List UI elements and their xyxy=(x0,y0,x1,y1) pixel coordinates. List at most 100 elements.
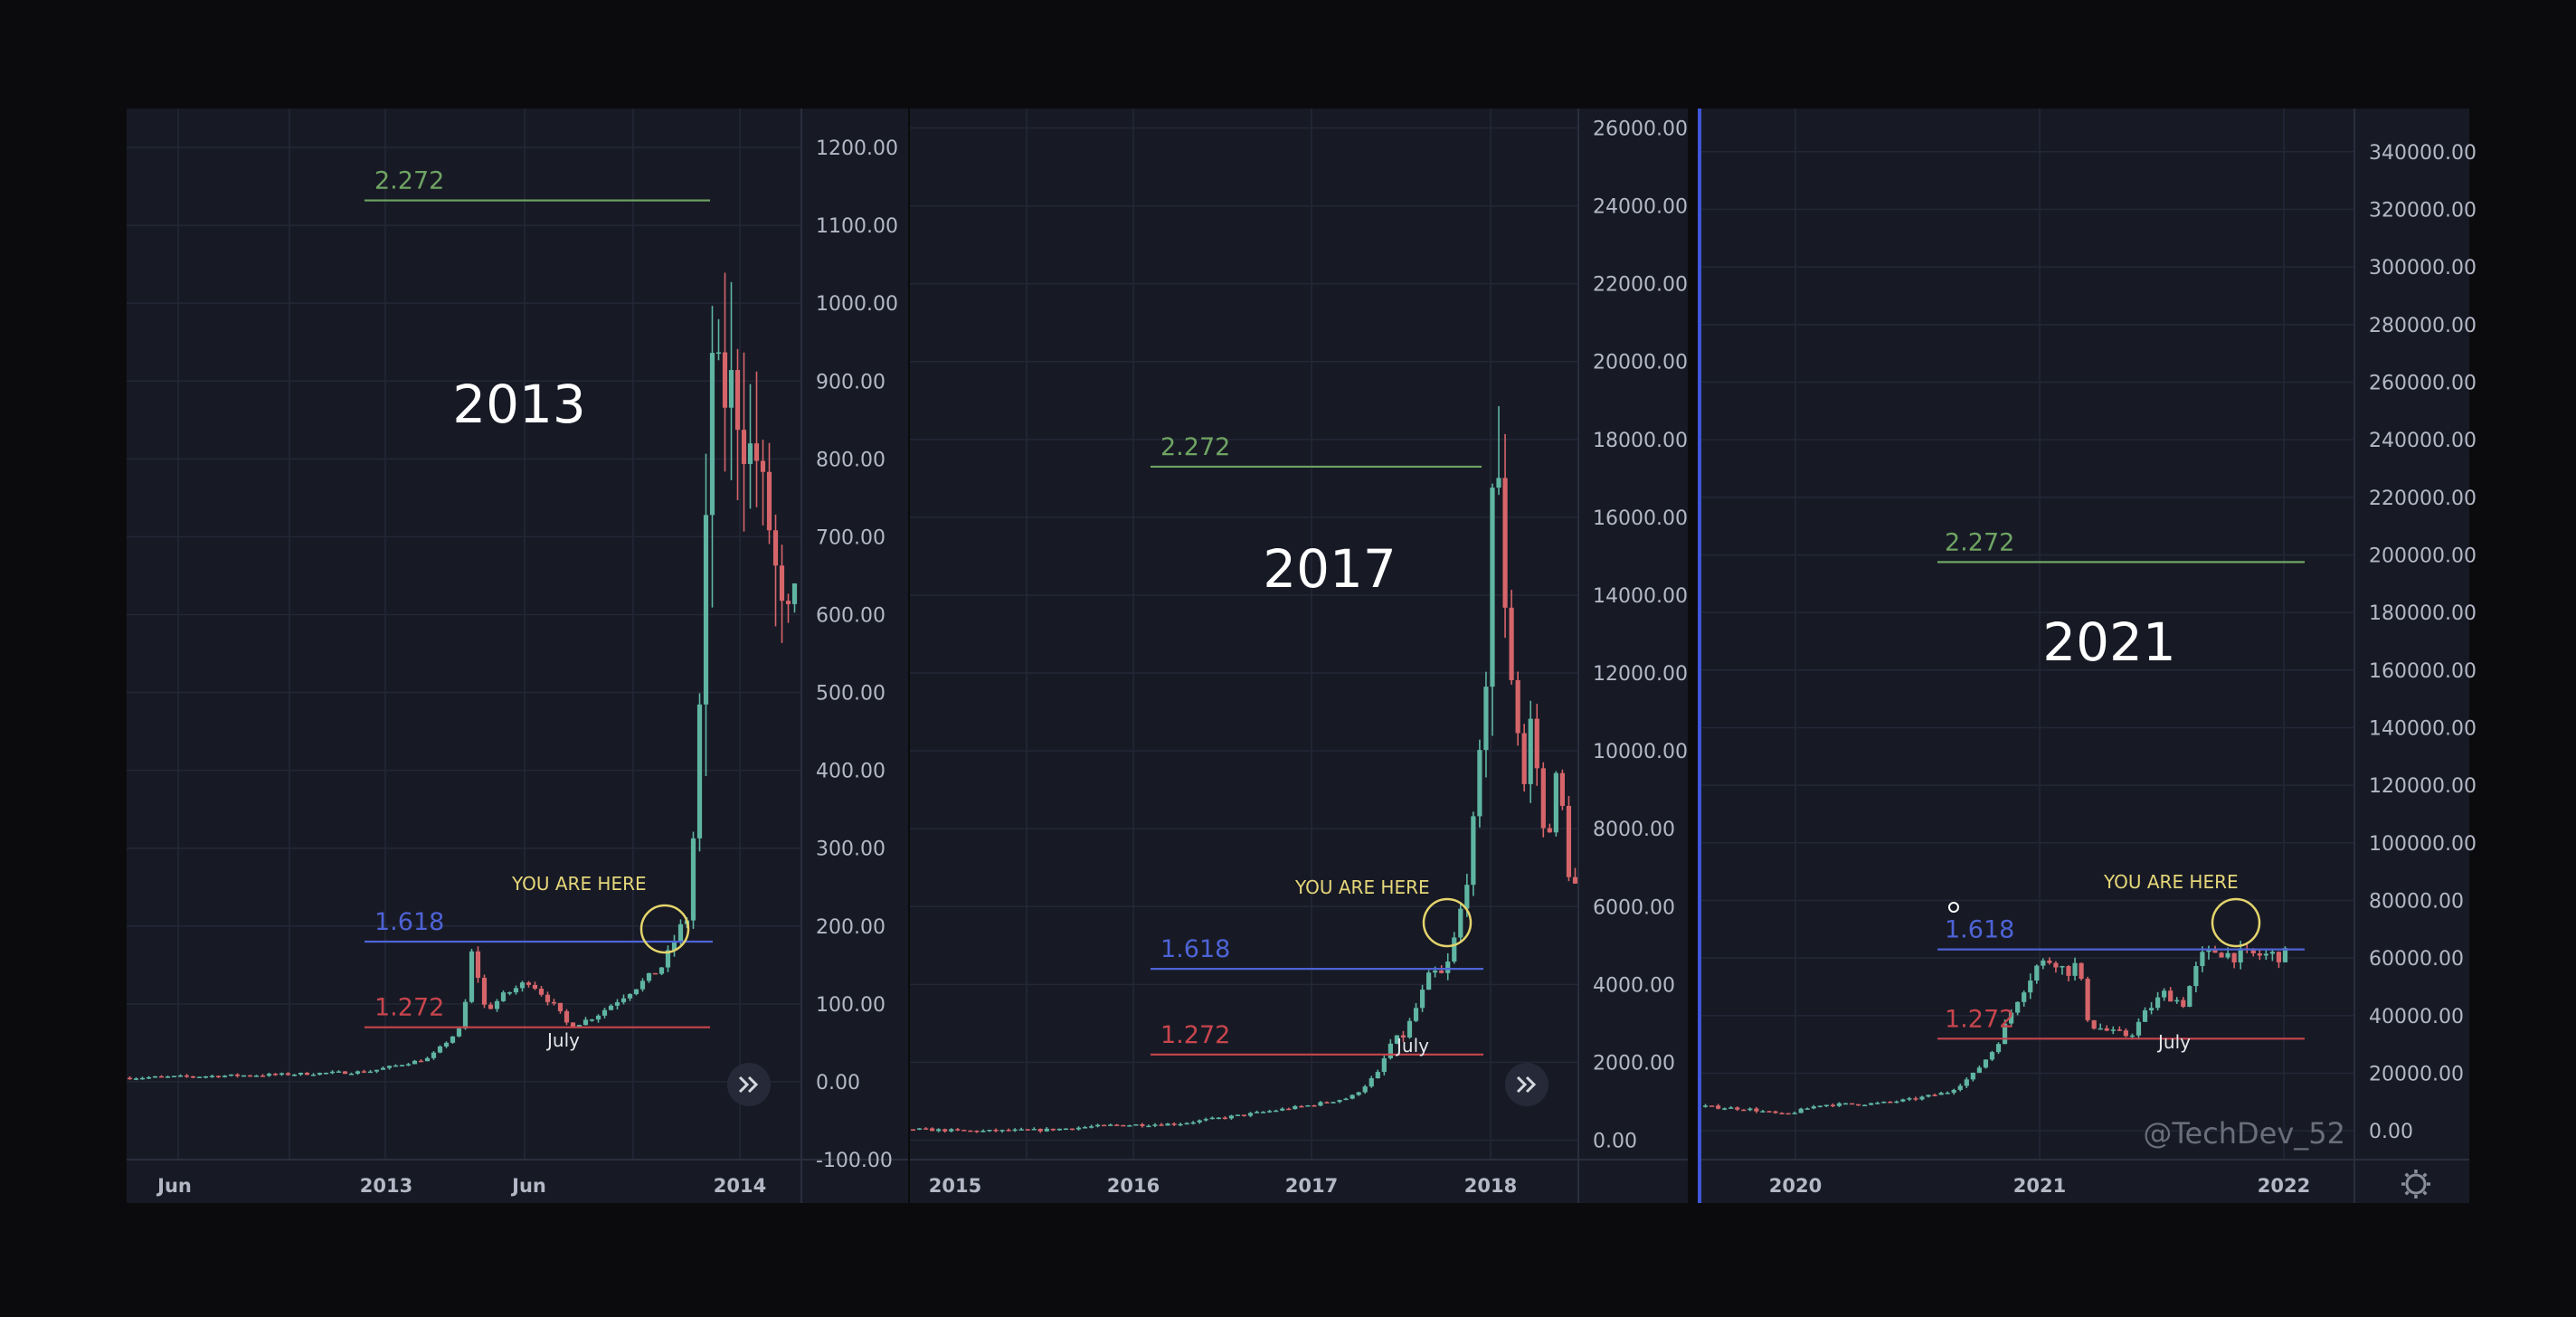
x-tick-label: 2020 xyxy=(1769,1175,1822,1197)
chart-panel-2017[interactable]: 26000.00 24000.00 22000.00 20000.00 18000.00… xyxy=(910,109,1688,1203)
candle-body xyxy=(1875,1103,1880,1104)
candle-body xyxy=(2110,1029,2116,1031)
candle-body xyxy=(1324,1102,1330,1104)
candle-body xyxy=(2047,960,2052,963)
chart-panel-2021[interactable]: 340000.00 320000.00 300000.00 280000.00 2600… xyxy=(1700,109,2477,1203)
year-label: 2017 xyxy=(1263,538,1397,600)
candle-body xyxy=(1088,1126,1094,1128)
candle-body xyxy=(646,972,652,981)
candle-body xyxy=(1419,990,1425,1009)
candle-body xyxy=(1102,1124,1107,1127)
candle-body xyxy=(247,1075,253,1077)
candle-body xyxy=(1050,1128,1056,1131)
fib-label: 1.618 xyxy=(1945,916,2014,944)
candle-body xyxy=(228,1074,234,1076)
candle-body xyxy=(1433,971,1438,973)
candle-body xyxy=(139,1077,146,1080)
y-tick-label: 4000.00 xyxy=(1593,974,1675,997)
candle-body xyxy=(1572,876,1578,884)
candle-body xyxy=(2174,1000,2180,1002)
candle-body xyxy=(545,994,551,1002)
candle-body xyxy=(2022,992,2027,1002)
candle-body xyxy=(1318,1102,1323,1106)
candle-body xyxy=(1515,679,1520,734)
candle-body xyxy=(2238,948,2243,963)
y-tick-label: 140000.00 xyxy=(2369,717,2477,740)
gear-tooth xyxy=(2404,1172,2410,1178)
candle-body xyxy=(1830,1104,1835,1107)
candle-body xyxy=(1957,1085,1963,1090)
candle-body xyxy=(551,1001,557,1004)
y-tick-label: 1000.00 xyxy=(816,293,898,316)
candle-body xyxy=(336,1071,342,1073)
candle-body xyxy=(1913,1098,1918,1100)
candle-body xyxy=(1900,1099,1906,1102)
candle-body xyxy=(500,992,507,1001)
you-are-here-label: YOU ARE HERE xyxy=(2103,871,2239,893)
candle-body xyxy=(1165,1123,1170,1126)
candle-body xyxy=(1114,1124,1120,1126)
candle-body xyxy=(2060,966,2065,968)
candle-body xyxy=(1044,1128,1049,1132)
y-tick-label: -100.00 xyxy=(816,1150,893,1172)
candle-body xyxy=(2015,1001,2021,1013)
y-tick-label: 340000.00 xyxy=(2369,142,2477,165)
you-are-here-label: YOU ARE HERE xyxy=(511,873,647,895)
y-tick-label: 200000.00 xyxy=(2369,545,2477,567)
candle-body xyxy=(2091,1019,2097,1029)
candle-body xyxy=(1894,1101,1899,1104)
candle-body xyxy=(1862,1104,1868,1107)
plot-area[interactable] xyxy=(127,109,908,1203)
candle-body xyxy=(1464,885,1470,909)
fib-label: 1.618 xyxy=(1160,935,1230,963)
y-tick-label: 1100.00 xyxy=(816,215,898,238)
candle-body xyxy=(2269,952,2275,954)
candle-body xyxy=(1127,1125,1132,1127)
candle-body xyxy=(323,1072,329,1075)
plot-area[interactable] xyxy=(1700,109,2469,1203)
candle-body xyxy=(1490,488,1495,687)
plot-area[interactable] xyxy=(910,109,1688,1203)
gear-icon[interactable] xyxy=(2401,1170,2430,1199)
candle-body xyxy=(1178,1123,1183,1126)
gear-tooth xyxy=(2422,1172,2428,1178)
candle-body xyxy=(209,1075,215,1077)
candle-body xyxy=(1792,1113,1797,1114)
candle-body xyxy=(2053,962,2059,968)
candle-body xyxy=(1222,1117,1227,1120)
y-tick-label: 40000.00 xyxy=(2369,1006,2464,1028)
y-tick-label: 160000.00 xyxy=(2369,660,2477,683)
candle-body xyxy=(1413,1008,1419,1021)
candle-body xyxy=(715,352,722,354)
candle-body xyxy=(1439,971,1444,973)
candle-body xyxy=(1082,1127,1088,1129)
scroll-to-latest-button[interactable] xyxy=(727,1063,771,1106)
candle-body xyxy=(475,951,481,979)
candle-body xyxy=(1018,1129,1024,1131)
candle-body xyxy=(1299,1105,1304,1108)
candle-body xyxy=(1133,1124,1139,1126)
candle-body xyxy=(1235,1114,1241,1116)
y-tick-label: 20000.00 xyxy=(1593,352,1688,374)
chart-panel-2013[interactable]: 1200.00 1100.00 1000.00 900.00 800.00 700.00 6… xyxy=(127,109,908,1203)
y-tick-label: 12000.00 xyxy=(1593,663,1688,686)
y-tick-label: 240000.00 xyxy=(2369,430,2477,452)
candle-body xyxy=(456,1028,462,1037)
candle-body xyxy=(1559,772,1566,806)
candle-body xyxy=(1735,1107,1740,1110)
candle-body xyxy=(405,1064,412,1066)
candle-body xyxy=(234,1074,241,1076)
scroll-to-latest-button[interactable] xyxy=(1505,1063,1548,1106)
candle-body xyxy=(298,1072,304,1075)
candle-body xyxy=(469,951,475,1002)
candle-body xyxy=(1331,1102,1336,1104)
candle-body xyxy=(690,838,696,921)
candle-body xyxy=(2104,1028,2109,1031)
y-tick-label: 16000.00 xyxy=(1593,507,1688,530)
candle-body xyxy=(728,370,734,408)
candle-body xyxy=(608,1005,614,1010)
candle-body xyxy=(1400,1035,1406,1037)
y-tick-label: 320000.00 xyxy=(2369,199,2477,222)
july-label: July xyxy=(1395,1035,1429,1056)
candle-body xyxy=(936,1129,942,1132)
